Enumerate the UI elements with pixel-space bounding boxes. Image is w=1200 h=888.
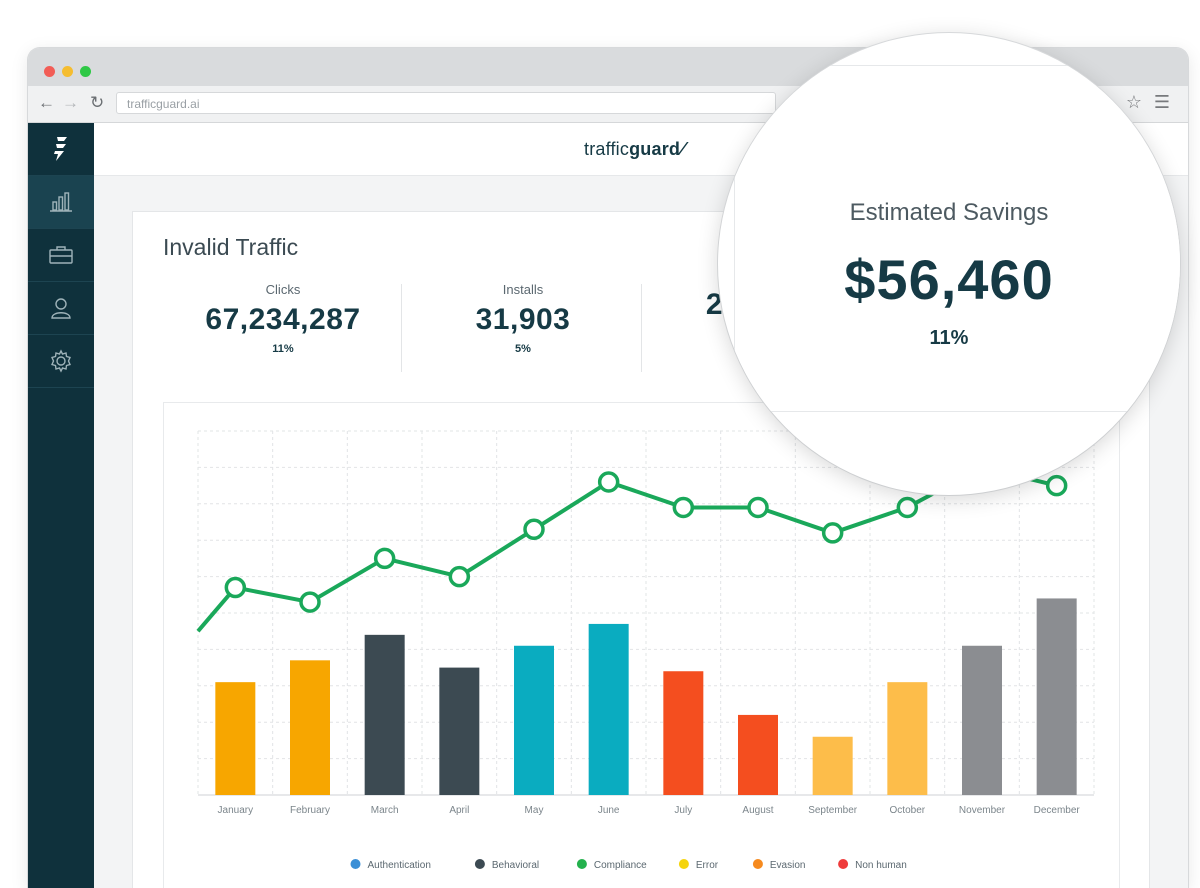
stat-label: Clicks — [265, 282, 301, 297]
maximize-window-button[interactable] — [80, 66, 91, 77]
bar-august[interactable] — [738, 714, 778, 795]
legend-swatch — [474, 859, 485, 869]
legend-swatch — [838, 859, 849, 869]
legend-item-label[interactable]: Evasion — [770, 860, 806, 871]
trend-point-september[interactable] — [821, 522, 844, 544]
stat-clicks: Clicks 67,234,287 11% — [163, 282, 403, 355]
sidebar-item-campaigns[interactable] — [28, 229, 94, 282]
bar-may[interactable] — [514, 645, 554, 795]
trend-point-may[interactable] — [523, 518, 545, 541]
sidebar-logo[interactable] — [28, 123, 94, 176]
bar-january[interactable] — [215, 682, 256, 795]
stat-value: 31,903 — [475, 303, 571, 336]
briefcase-icon — [49, 246, 73, 264]
trend-point-april[interactable] — [448, 565, 471, 588]
user-icon — [51, 298, 71, 319]
savings-label: Estimated Savings — [849, 199, 1049, 226]
logo-bolt-icon: ⁄ — [681, 139, 685, 159]
x-tick-label: September — [808, 805, 858, 816]
trend-point-july[interactable] — [672, 496, 695, 519]
stat-label: Installs — [502, 282, 544, 297]
traffic-chart: January February March April May June July Augu… — [163, 402, 1120, 888]
legend-item-label[interactable]: Non human — [855, 860, 907, 871]
trend-point-march[interactable] — [373, 547, 396, 570]
trend-point-june[interactable] — [597, 471, 620, 493]
traffic-chart-svg: January February March April May June July Augu… — [196, 430, 1095, 871]
sidebar-item-reports[interactable] — [28, 176, 94, 229]
trend-point-october[interactable] — [896, 496, 919, 519]
legend-swatch — [678, 859, 689, 869]
legend-item-label[interactable]: Behavioral — [492, 860, 539, 871]
bar-november[interactable] — [962, 645, 1002, 795]
legend-swatch — [752, 859, 763, 869]
stat-value: 67,234,287 — [205, 303, 361, 336]
back-arrow-icon[interactable]: ← — [38, 93, 55, 112]
sidebar — [28, 123, 94, 888]
bolt-icon — [54, 137, 67, 161]
x-tick-label: November — [959, 805, 1006, 816]
savings-value: $56,460 — [844, 248, 1054, 311]
stat-divider — [401, 284, 402, 372]
bar-chart-icon — [50, 192, 72, 212]
logo-text-bold: guard — [629, 139, 681, 159]
estimated-savings-magnifier: Estimated Savings $56,460 11% — [718, 33, 1180, 495]
stat-percent: 5% — [515, 343, 531, 355]
stat-divider — [641, 284, 642, 372]
x-tick-label: March — [371, 805, 399, 816]
trend-point-december[interactable] — [1045, 474, 1068, 497]
stat-installs: Installs 31,903 5% — [403, 282, 643, 355]
bar-december[interactable] — [1036, 598, 1077, 795]
stat-percent: 11% — [272, 343, 294, 355]
trend-point-january[interactable] — [224, 576, 247, 599]
x-tick-label: January — [218, 805, 254, 816]
x-tick-label: February — [290, 805, 330, 816]
trend-point-february[interactable] — [299, 591, 321, 613]
x-tick-label: April — [449, 805, 469, 816]
bar-february[interactable] — [290, 660, 330, 795]
trend-point-august[interactable] — [747, 496, 769, 519]
bar-april[interactable] — [439, 667, 480, 795]
legend-item-label[interactable]: Authentication — [368, 860, 431, 871]
gear-icon — [51, 349, 71, 373]
bar-june[interactable] — [588, 623, 629, 795]
legend-swatch — [350, 859, 361, 869]
bar-october[interactable] — [887, 682, 928, 795]
reload-icon[interactable]: ↻ — [90, 93, 105, 112]
logo-text-light: traffic — [584, 139, 630, 159]
savings-percent: 11% — [929, 327, 969, 349]
sidebar-item-users[interactable] — [28, 282, 94, 335]
forward-arrow-icon[interactable]: → — [62, 93, 79, 112]
legend-item-label[interactable]: Error — [696, 860, 719, 871]
invalid-traffic-card: Invalid Traffic Clicks 67,234,287 11% In… — [132, 211, 1150, 888]
x-tick-label: August — [742, 805, 773, 816]
x-tick-label: July — [674, 805, 692, 816]
card-title: Invalid Traffic — [163, 234, 299, 260]
bar-july[interactable] — [663, 671, 704, 795]
x-tick-label: December — [1034, 805, 1081, 816]
x-tick-label: October — [890, 805, 926, 816]
sidebar-item-settings[interactable] — [28, 335, 94, 388]
app-logo[interactable]: trafficguard⁄ — [584, 139, 684, 160]
bar-september[interactable] — [812, 736, 853, 795]
close-window-button[interactable] — [44, 66, 55, 77]
x-tick-label: June — [598, 805, 620, 816]
address-bar[interactable]: trafficguard.ai — [116, 92, 776, 114]
legend-item-label[interactable]: Compliance — [594, 860, 647, 871]
minimize-window-button[interactable] — [62, 66, 73, 77]
savings-card — [734, 65, 1180, 412]
x-tick-label: May — [525, 805, 544, 816]
legend-swatch — [576, 859, 587, 869]
bar-march[interactable] — [364, 634, 405, 795]
